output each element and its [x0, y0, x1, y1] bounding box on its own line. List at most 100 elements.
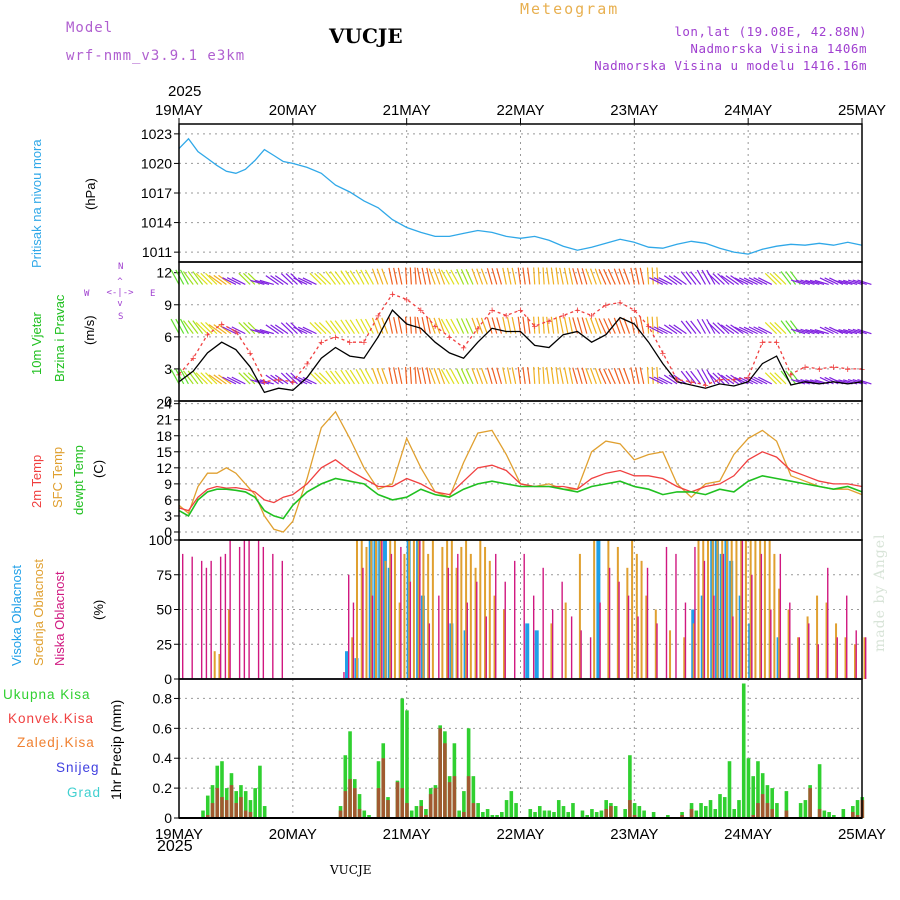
y-tick-label: 0.8 — [153, 690, 173, 706]
cloud-ylabel-mid: Srednja Oblacnost — [31, 559, 46, 666]
wind-barb — [329, 370, 341, 385]
gust-marker: + — [347, 337, 353, 349]
cloud-low-bar — [343, 672, 345, 679]
wind-barb — [673, 275, 687, 285]
wind-barb — [471, 367, 479, 385]
wind-barb — [559, 316, 564, 334]
wind-barb — [795, 279, 810, 286]
cloud-low-bar — [495, 553, 497, 679]
wind-unit: (m/s) — [82, 315, 97, 345]
wind-barb — [774, 272, 787, 285]
cloud-mid-bar — [711, 540, 714, 679]
x-tick-label-top: 25MAY — [838, 102, 886, 119]
cloud-low-bar — [485, 616, 487, 679]
wind-barb — [555, 267, 559, 285]
wind-barb — [218, 324, 232, 335]
dewpoint-line — [178, 474, 863, 520]
x-tick-label-bottom: 24MAY — [724, 826, 772, 843]
precip-conv-bar — [229, 785, 234, 818]
wind-barb — [486, 268, 493, 285]
precip-total-bar — [348, 731, 352, 818]
wind-barb — [824, 277, 839, 285]
wind-barb — [416, 367, 422, 385]
wind-barb — [393, 267, 398, 285]
gust-marker: + — [816, 364, 822, 376]
gust-marker: + — [731, 375, 737, 387]
watermark: made by Angel — [872, 533, 888, 653]
wind-barb — [450, 369, 460, 385]
wind-barb — [238, 372, 251, 385]
precip-conv-bar — [381, 758, 386, 818]
cloud-mid-bar — [455, 567, 458, 679]
wind-barb — [445, 369, 455, 385]
wind-barb — [502, 267, 507, 285]
precip-total-bar — [485, 809, 490, 818]
temp-unit: (C) — [91, 459, 106, 478]
wind-barb — [685, 271, 697, 285]
wind-barb — [450, 318, 460, 334]
gust-marker: + — [674, 375, 680, 387]
wind-barb — [471, 317, 479, 334]
wind-barb — [769, 322, 782, 335]
wind-barb — [456, 368, 465, 385]
wind-barb — [428, 367, 436, 385]
cloud-mid-bar — [607, 540, 610, 679]
gust-marker: + — [361, 337, 367, 349]
wind-barb — [345, 319, 355, 334]
precip-total-bar — [817, 764, 822, 818]
wind-barb — [685, 320, 697, 335]
wind-barb — [476, 268, 484, 285]
pressure-line — [178, 137, 863, 255]
cloud-low-bar — [608, 567, 611, 679]
cloud-low-bar — [846, 595, 848, 679]
wind-barb — [205, 272, 218, 285]
wind-barb — [819, 277, 834, 285]
wind-barb — [293, 277, 308, 285]
y-tick-label: 0.2 — [153, 780, 173, 796]
wind-barb — [480, 317, 488, 334]
cloud-low-bar — [618, 581, 620, 679]
cloud-low-bar — [855, 630, 857, 679]
wind-barb — [649, 376, 664, 385]
wind-barb — [349, 369, 360, 385]
precip-total-bar — [205, 795, 210, 818]
wind-barb — [613, 317, 621, 334]
cloud-low-bar — [770, 609, 772, 679]
wind-barb — [213, 374, 227, 385]
wind-barb — [345, 369, 355, 385]
precip-conv-bar — [419, 806, 423, 818]
precip-conv-bar — [471, 803, 476, 818]
precip-conv-bar — [338, 810, 343, 818]
precip-total-bar — [718, 794, 722, 818]
wind-barb — [651, 267, 654, 285]
wind-barb — [376, 268, 384, 285]
wind-barb — [646, 267, 650, 285]
cloud-ylabel-high: Visoka Oblacnost — [9, 565, 24, 666]
cloud-low-bar — [281, 560, 284, 679]
precip-conv-bar — [817, 809, 822, 818]
precip-total-bar — [613, 806, 618, 818]
wind-barb — [491, 367, 498, 385]
cloud-low-bar — [428, 623, 431, 679]
gust-marker: + — [304, 359, 310, 371]
precip-total-bar — [585, 815, 590, 818]
precip-total-bar — [722, 797, 727, 818]
cloud-mid-bar — [768, 540, 771, 679]
precip-total-bar — [599, 810, 604, 818]
cloud-mid-bar — [374, 540, 377, 679]
wind-barb — [701, 318, 711, 334]
precip-conv-bar — [609, 806, 613, 818]
cloud-mid-bar — [616, 546, 619, 679]
gust-marker: + — [332, 332, 338, 344]
precip-total-bar — [462, 791, 466, 818]
gust-marker: + — [759, 337, 765, 349]
wind-barb — [426, 316, 431, 334]
cloud-mid-bar — [640, 560, 643, 679]
wind-barb — [182, 370, 194, 385]
cloud-low-bar — [257, 540, 260, 679]
wind-barb — [329, 271, 341, 285]
x-tick-label-top: 19MAY — [155, 102, 203, 119]
x-tick-label-bottom: 25MAY — [838, 826, 886, 843]
wind-barb — [265, 374, 279, 385]
wind-barb — [559, 267, 564, 285]
